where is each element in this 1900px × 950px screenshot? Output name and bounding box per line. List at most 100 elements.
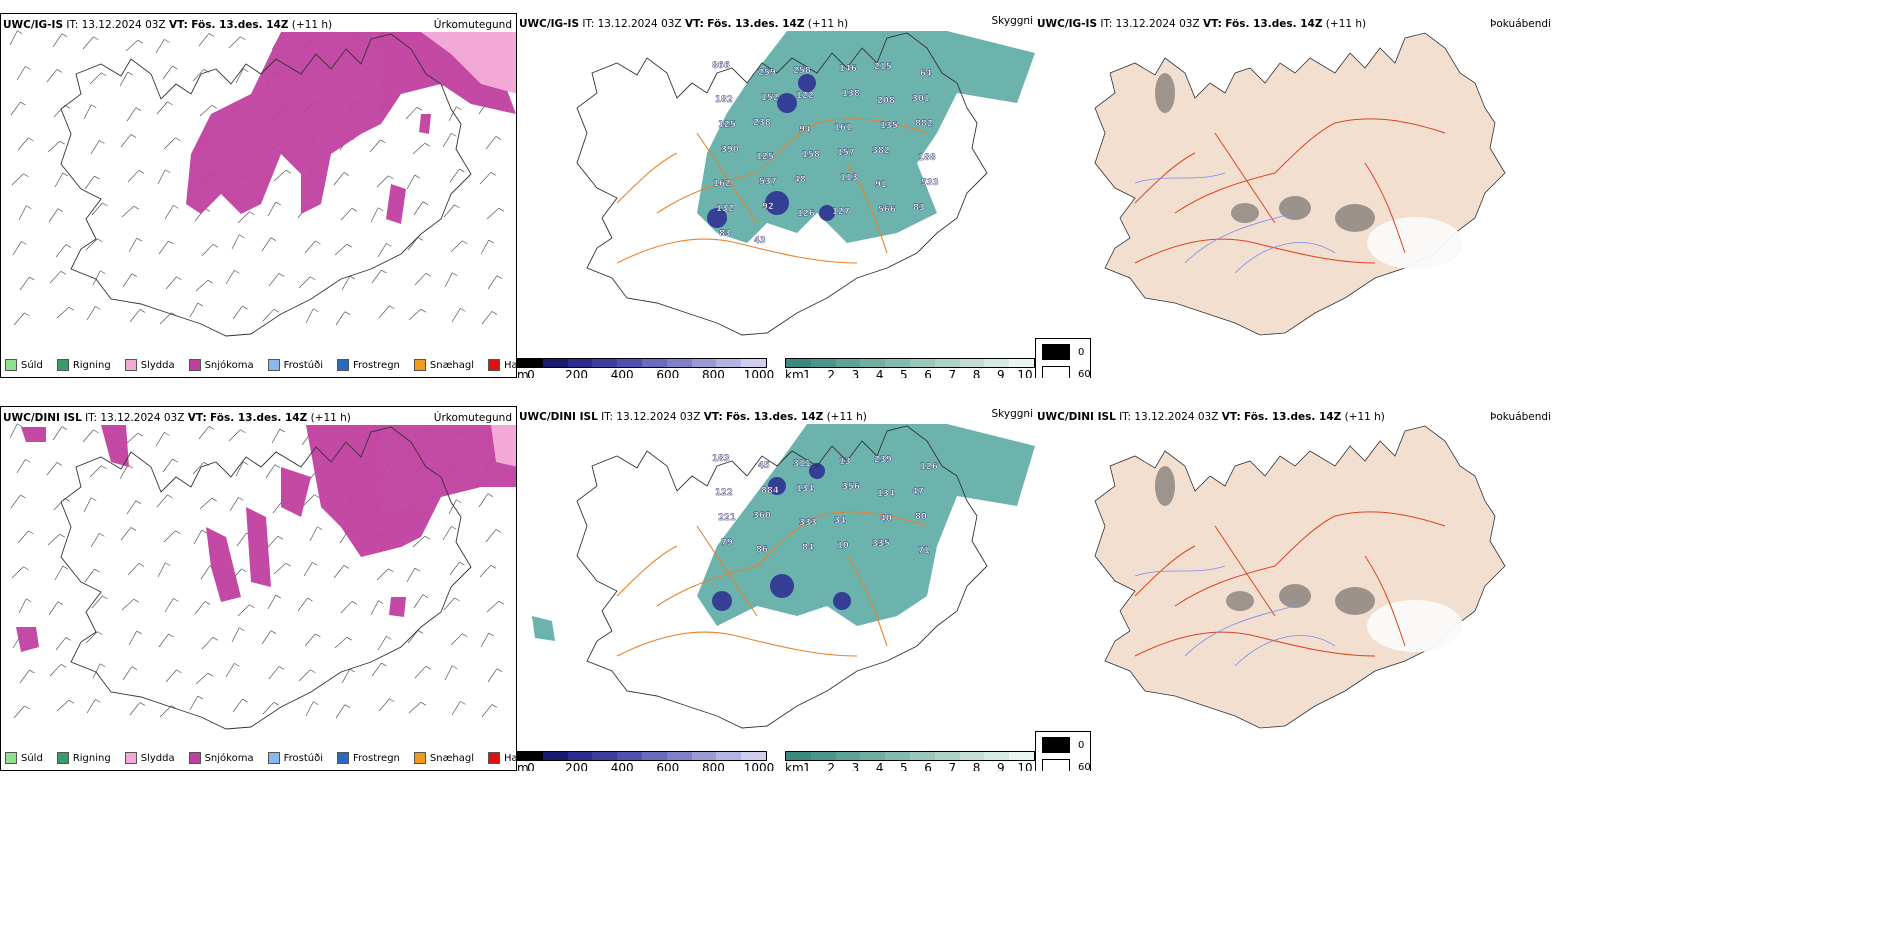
wind-barb — [125, 432, 139, 445]
wind-barb-tick — [275, 201, 282, 206]
wind-barb-tick — [239, 234, 245, 239]
wind-barb — [407, 237, 419, 251]
wind-barb-tick — [68, 699, 74, 704]
cloud-base-value: 333 — [799, 518, 817, 528]
wind-barb — [17, 137, 29, 151]
cloud-base-blobs — [707, 74, 835, 228]
wind-barb — [200, 565, 211, 580]
wind-barb — [448, 499, 457, 515]
wind-barb-tick — [94, 568, 100, 573]
cloud-base-value: 158 — [802, 150, 820, 160]
wind-barb — [303, 562, 313, 577]
wind-barb — [195, 672, 209, 685]
wind-barb-tick — [175, 137, 181, 142]
wind-barb-tick — [242, 305, 248, 310]
wind-barb-tick — [137, 432, 143, 437]
wind-barb-tick — [351, 601, 358, 605]
legend-swatch — [267, 359, 280, 371]
wind-barb — [371, 662, 382, 677]
precip-map — [9, 423, 516, 730]
wind-barb — [448, 106, 457, 122]
wind-barb-tick — [59, 140, 65, 145]
wind-barb — [165, 669, 177, 683]
cloud-base-value: 533 — [921, 178, 939, 188]
wind-barb-tick — [389, 698, 395, 703]
cloud-base-value: 125 — [718, 120, 736, 130]
wind-barb-tick — [23, 566, 29, 571]
wind-barb — [486, 207, 500, 220]
cloud-base-value: 566 — [878, 205, 896, 215]
wind-barb-tick — [277, 536, 284, 540]
wind-barb-tick — [25, 66, 31, 70]
wind-barb-tick — [93, 429, 99, 434]
panel-title: UWC/IG-IS IT: 13.12.2024 03Z VT: Fös. 13… — [1037, 18, 1367, 30]
wind-barb — [298, 669, 311, 682]
cloud-base-blobs — [712, 463, 851, 611]
wind-barb — [48, 601, 59, 616]
wind-barb-tick — [26, 598, 32, 603]
cloud-base-value: 134 — [877, 489, 895, 499]
wind-barb-tick — [23, 173, 29, 178]
cloud-base-value: 152 — [761, 93, 779, 103]
colorbar-tick: 5 — [900, 761, 908, 771]
wind-barb — [442, 526, 452, 541]
wind-barb — [451, 308, 461, 323]
wind-barb-tick — [168, 633, 174, 638]
wind-barb-tick — [344, 311, 351, 316]
cloud-base-value: 113 — [840, 173, 858, 183]
snow-areas — [16, 425, 516, 652]
wind-barb — [10, 101, 21, 116]
wind-barb — [49, 664, 62, 677]
wind-barb — [159, 312, 172, 325]
wind-barb-tick — [136, 237, 143, 242]
wind-barb — [52, 33, 63, 48]
wind-barb-tick — [451, 526, 457, 530]
colorbar-unit: km — [785, 761, 804, 771]
wind-barb — [412, 142, 426, 155]
panel-label: Skyggni — [991, 15, 1034, 27]
wind-barb — [298, 276, 311, 289]
legend-swatch — [56, 752, 69, 764]
cloud-base-value: 127 — [832, 207, 850, 217]
wind-barb-tick — [346, 636, 352, 641]
wind-barb — [268, 666, 280, 680]
wind-barb-tick — [496, 668, 503, 673]
wind-barb — [46, 462, 58, 476]
wind-barb-tick — [417, 630, 424, 634]
wind-barb-tick — [29, 669, 35, 674]
wind-barb — [237, 211, 250, 224]
wind-barb — [126, 500, 137, 515]
wind-barb — [485, 136, 497, 150]
wind-barb-tick — [212, 244, 219, 248]
precip-map — [9, 30, 516, 337]
wind-barb — [56, 306, 70, 319]
precip-panel-row1: UWC/IG-IS IT: 13.12.2024 03Z VT: Fös. 13… — [0, 13, 517, 378]
wind-barb — [127, 563, 140, 576]
wind-barb-tick — [68, 306, 74, 311]
precip-legend-item: Frostregn — [337, 752, 400, 764]
wind-barb — [377, 243, 387, 258]
cloud-base-value: 13 — [839, 457, 851, 467]
wind-barb-tick — [270, 630, 277, 635]
wind-barb — [192, 69, 205, 82]
colorbar-tick: 4 — [875, 761, 884, 771]
wind-barb — [48, 208, 59, 223]
colorbar-tick: 1000 — [743, 761, 775, 771]
wind-barb — [128, 237, 138, 253]
wind-barb-tick — [65, 244, 72, 248]
wind-barb-tick — [456, 106, 462, 111]
wind-barb-tick — [176, 276, 182, 281]
legend-swatch — [413, 359, 426, 371]
cloud-base-value: 882 — [915, 119, 933, 129]
wind-barb-tick — [165, 169, 171, 174]
wind-barb — [120, 527, 132, 541]
cloudbase-ticks: m 0 200 400 600 800 1000 — [517, 761, 774, 771]
wind-barb — [450, 240, 463, 253]
fog-shading — [1155, 466, 1375, 615]
wind-barb — [231, 627, 240, 643]
wind-barb — [414, 666, 427, 679]
wind-barb-tick — [165, 562, 171, 567]
wind-barb-tick — [60, 664, 67, 668]
legend-label: Frostúði — [283, 752, 323, 764]
wind-barb-tick — [459, 561, 465, 566]
